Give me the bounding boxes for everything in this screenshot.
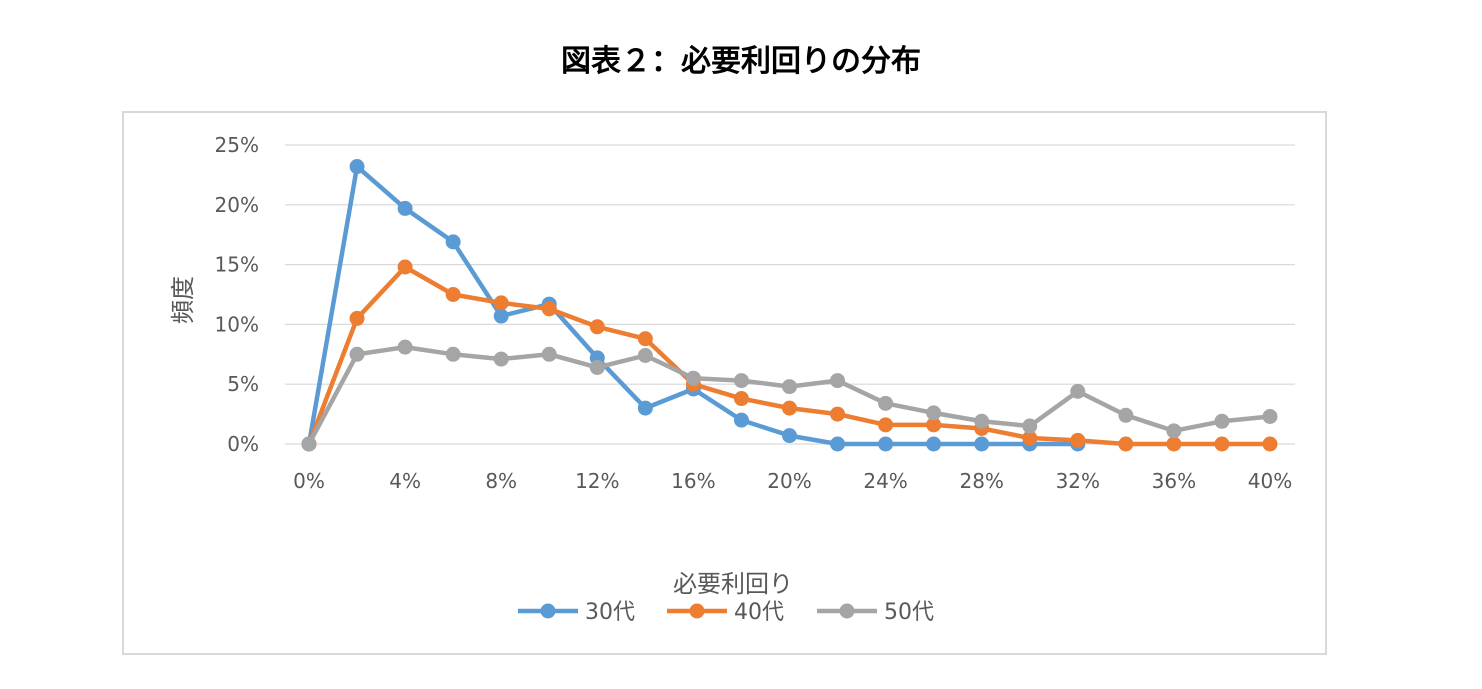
data-point: [733, 412, 749, 428]
data-point: [349, 310, 365, 326]
data-point: [1022, 430, 1038, 446]
y-tick-label: 0%: [227, 432, 259, 456]
legend: 30代 40代 50代: [518, 600, 934, 625]
data-point: [397, 259, 413, 275]
data-point: [782, 428, 797, 444]
x-tick-label: 20%: [767, 469, 811, 493]
x-axis-ticks: 0% 4% 8% 12% 16% 20% 24% 28% 32% 36% 40%: [293, 469, 1292, 493]
data-point: [685, 370, 701, 386]
data-point: [589, 359, 605, 375]
y-tick-label: 15%: [215, 253, 259, 277]
series-line: [306, 164, 1078, 447]
data-point: [397, 200, 413, 216]
x-tick-label: 28%: [959, 469, 1003, 493]
data-point: [541, 301, 557, 317]
data-point: [349, 346, 365, 362]
legend-marker: [839, 603, 855, 619]
data-point: [493, 351, 509, 367]
data-point: [926, 436, 942, 452]
x-tick-label: 16%: [671, 469, 715, 493]
data-point: [830, 406, 846, 422]
data-point: [782, 400, 797, 416]
data-point: [541, 346, 557, 362]
data-point: [301, 436, 317, 452]
data-point: [974, 436, 990, 452]
y-axis-title: 頻度: [169, 276, 197, 324]
data-point: [1166, 423, 1182, 439]
figure-title: 図表２：必要利回りの分布: [561, 44, 921, 79]
legend-label: 40代: [734, 600, 784, 625]
y-axis-ticks: 0% 5% 10% 15% 20% 25%: [215, 133, 259, 456]
data-point: [637, 331, 653, 347]
data-point: [1166, 436, 1182, 452]
legend-marker: [540, 603, 556, 619]
x-tick-label: 4%: [389, 469, 421, 493]
data-point: [397, 339, 413, 355]
data-point: [1118, 407, 1134, 423]
data-point: [1214, 436, 1230, 452]
x-axis-title: 必要利回り: [673, 570, 793, 598]
y-tick-label: 10%: [215, 312, 259, 336]
legend-marker: [689, 603, 705, 619]
data-point: [974, 413, 990, 429]
data-point: [782, 379, 797, 395]
chart-frame: [122, 111, 1327, 655]
data-point: [445, 234, 461, 250]
data-point: [926, 405, 942, 421]
legend-label: 30代: [585, 600, 635, 625]
data-point: [637, 400, 653, 416]
legend-item: 50代: [817, 600, 934, 625]
x-tick-label: 24%: [863, 469, 907, 493]
data-point: [733, 391, 749, 407]
x-tick-label: 8%: [485, 469, 517, 493]
x-tick-label: 36%: [1152, 469, 1196, 493]
data-point: [878, 395, 894, 411]
data-point: [1022, 418, 1038, 434]
data-point: [878, 417, 894, 433]
x-tick-label: 32%: [1056, 469, 1100, 493]
data-point: [1070, 432, 1086, 448]
data-point: [445, 346, 461, 362]
data-point: [1118, 436, 1134, 452]
y-tick-label: 5%: [227, 372, 259, 396]
data-point: [1214, 413, 1230, 429]
data-point: [830, 436, 846, 452]
legend-item: 30代: [518, 600, 635, 625]
data-point: [493, 308, 509, 324]
data-point: [1070, 383, 1086, 399]
x-tick-label: 12%: [575, 469, 619, 493]
y-tick-label: 20%: [215, 193, 259, 217]
data-point: [878, 436, 894, 452]
legend-item: 40代: [667, 600, 784, 625]
legend-label: 50代: [884, 600, 934, 625]
data-point: [1262, 436, 1278, 452]
data-point: [589, 319, 605, 335]
y-tick-label: 25%: [215, 133, 259, 157]
x-tick-label: 40%: [1248, 469, 1292, 493]
data-point: [926, 417, 942, 433]
data-point: [1262, 408, 1278, 424]
x-tick-label: 0%: [293, 469, 325, 493]
data-point: [830, 373, 846, 389]
data-point: [445, 287, 461, 302]
data-point: [493, 295, 509, 311]
data-point: [637, 347, 653, 363]
data-point: [349, 159, 365, 175]
gridlines: [285, 144, 1295, 445]
data-point: [733, 373, 749, 389]
series-points: [301, 159, 1278, 452]
